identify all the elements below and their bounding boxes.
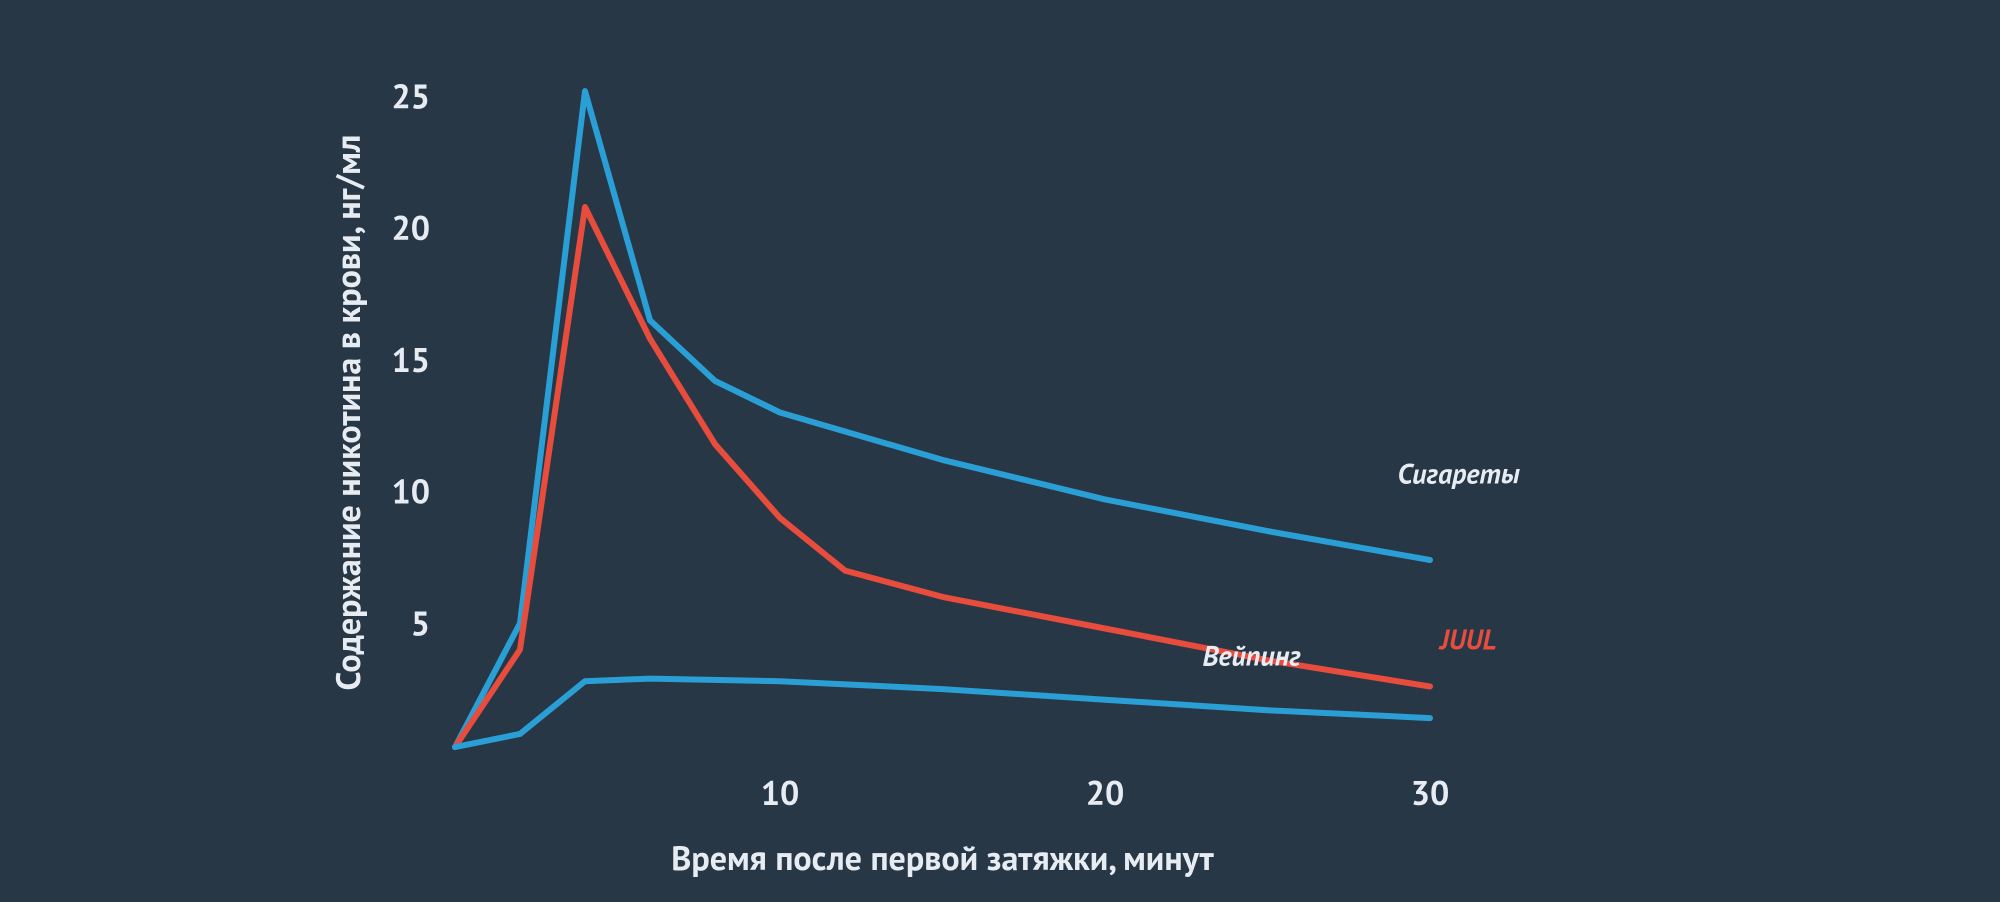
x-axis-label: Время после первой затяжки, минут [671,836,1214,880]
y-tick-label: 5 [411,601,430,645]
nicotine-chart: 5 10 15 20 25 10 20 30 Сигареты JUUL Вейпинг Содерж… [0,0,2000,902]
x-tick-label: 20 [1086,771,1125,815]
y-axis-label: Содержание никотина в крови, нг/мл [326,135,370,691]
series-label: JUUL [1438,621,1497,658]
y-tick-label: 25 [391,74,430,118]
y-tick-label: 20 [391,206,430,250]
y-tick-label: 15 [391,338,430,382]
chart-background [0,0,2000,902]
series-label: Сигареты [1398,455,1521,492]
y-tick-label: 10 [391,470,430,514]
x-tick-label: 30 [1411,771,1450,815]
series-label: Вейпинг [1203,636,1302,673]
x-tick-label: 10 [761,771,800,815]
